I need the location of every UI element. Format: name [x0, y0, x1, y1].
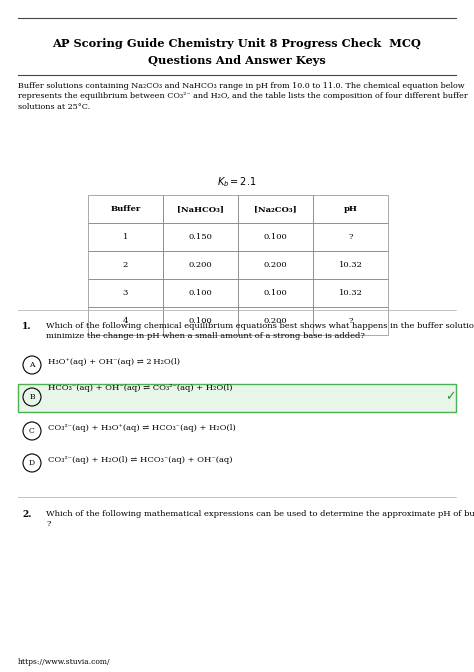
Bar	[163, 223, 238, 251]
Bar	[18, 384, 456, 412]
Text: B: B	[29, 393, 35, 401]
Text: HCO₃⁻(aq) + OH⁻(aq) ⇌ CO₃²⁻(aq) + H₂O(l): HCO₃⁻(aq) + OH⁻(aq) ⇌ CO₃²⁻(aq) + H₂O(l)	[48, 384, 233, 392]
Bar	[238, 279, 313, 307]
Text: 1: 1	[123, 233, 128, 241]
Bar	[313, 279, 388, 307]
Text: ?: ?	[348, 233, 353, 241]
Text: 0.100: 0.100	[264, 289, 287, 297]
Text: 4: 4	[123, 317, 128, 325]
Text: 0.200: 0.200	[189, 261, 212, 269]
Bar	[238, 307, 313, 335]
Bar	[88, 307, 163, 335]
Text: [NaHCO₃]: [NaHCO₃]	[177, 205, 224, 213]
Text: H₃O⁺(aq) + OH⁻(aq) ⇌ 2 H₂O(l): H₃O⁺(aq) + OH⁻(aq) ⇌ 2 H₂O(l)	[48, 358, 180, 366]
Bar	[313, 223, 388, 251]
Bar	[313, 307, 388, 335]
Text: ?: ?	[348, 317, 353, 325]
Text: ✓: ✓	[445, 390, 455, 403]
Text: Buffer solutions containing Na₂CO₃ and NaHCO₃ range in pH from 10.0 to 11.0. The: Buffer solutions containing Na₂CO₃ and N…	[18, 82, 468, 111]
Bar	[313, 195, 388, 223]
Text: 0.100: 0.100	[264, 233, 287, 241]
Text: C: C	[29, 427, 35, 435]
Text: 0.200: 0.200	[264, 261, 287, 269]
Text: Buffer: Buffer	[110, 205, 141, 213]
Bar	[88, 223, 163, 251]
Text: 0.100: 0.100	[189, 317, 212, 325]
Bar	[163, 195, 238, 223]
Bar	[163, 307, 238, 335]
Text: 2: 2	[123, 261, 128, 269]
Text: Questions And Answer Keys: Questions And Answer Keys	[148, 55, 326, 66]
Text: pH: pH	[344, 205, 357, 213]
Text: 0.200: 0.200	[264, 317, 287, 325]
Bar	[88, 279, 163, 307]
Text: AP Scoring Guide Chemistry Unit 8 Progress Check  MCQ: AP Scoring Guide Chemistry Unit 8 Progre…	[53, 38, 421, 49]
Text: 10.32: 10.32	[338, 261, 363, 269]
Text: 1.: 1.	[22, 322, 32, 331]
Text: [Na₂CO₃]: [Na₂CO₃]	[254, 205, 297, 213]
Text: Which of the following chemical equilibrium equations best shows what happens in: Which of the following chemical equilibr…	[46, 322, 474, 341]
Text: CO₃²⁻(aq) + H₃O⁺(aq) ⇌ HCO₃⁻(aq) + H₂O(l): CO₃²⁻(aq) + H₃O⁺(aq) ⇌ HCO₃⁻(aq) + H₂O(l…	[48, 424, 236, 432]
Bar	[313, 251, 388, 279]
Bar	[88, 195, 163, 223]
Bar	[163, 251, 238, 279]
Text: 2.: 2.	[22, 510, 31, 519]
Text: 10.32: 10.32	[338, 289, 363, 297]
Text: Which of the following mathematical expressions can be used to determine the app: Which of the following mathematical expr…	[46, 510, 474, 528]
Text: D: D	[29, 459, 35, 467]
Text: 0.100: 0.100	[189, 289, 212, 297]
Text: CO₃²⁻(aq) + H₂O(l) ⇌ HCO₃⁻(aq) + OH⁻(aq): CO₃²⁻(aq) + H₂O(l) ⇌ HCO₃⁻(aq) + OH⁻(aq)	[48, 456, 233, 464]
Text: A: A	[29, 361, 35, 369]
Bar	[88, 251, 163, 279]
Bar	[163, 279, 238, 307]
Bar	[238, 195, 313, 223]
Bar	[238, 251, 313, 279]
Text: 0.150: 0.150	[189, 233, 212, 241]
Text: 3: 3	[123, 289, 128, 297]
Text: $K_b = 2.1$: $K_b = 2.1$	[217, 175, 257, 189]
Bar	[238, 223, 313, 251]
Text: https://www.stuvia.com/: https://www.stuvia.com/	[18, 658, 110, 666]
